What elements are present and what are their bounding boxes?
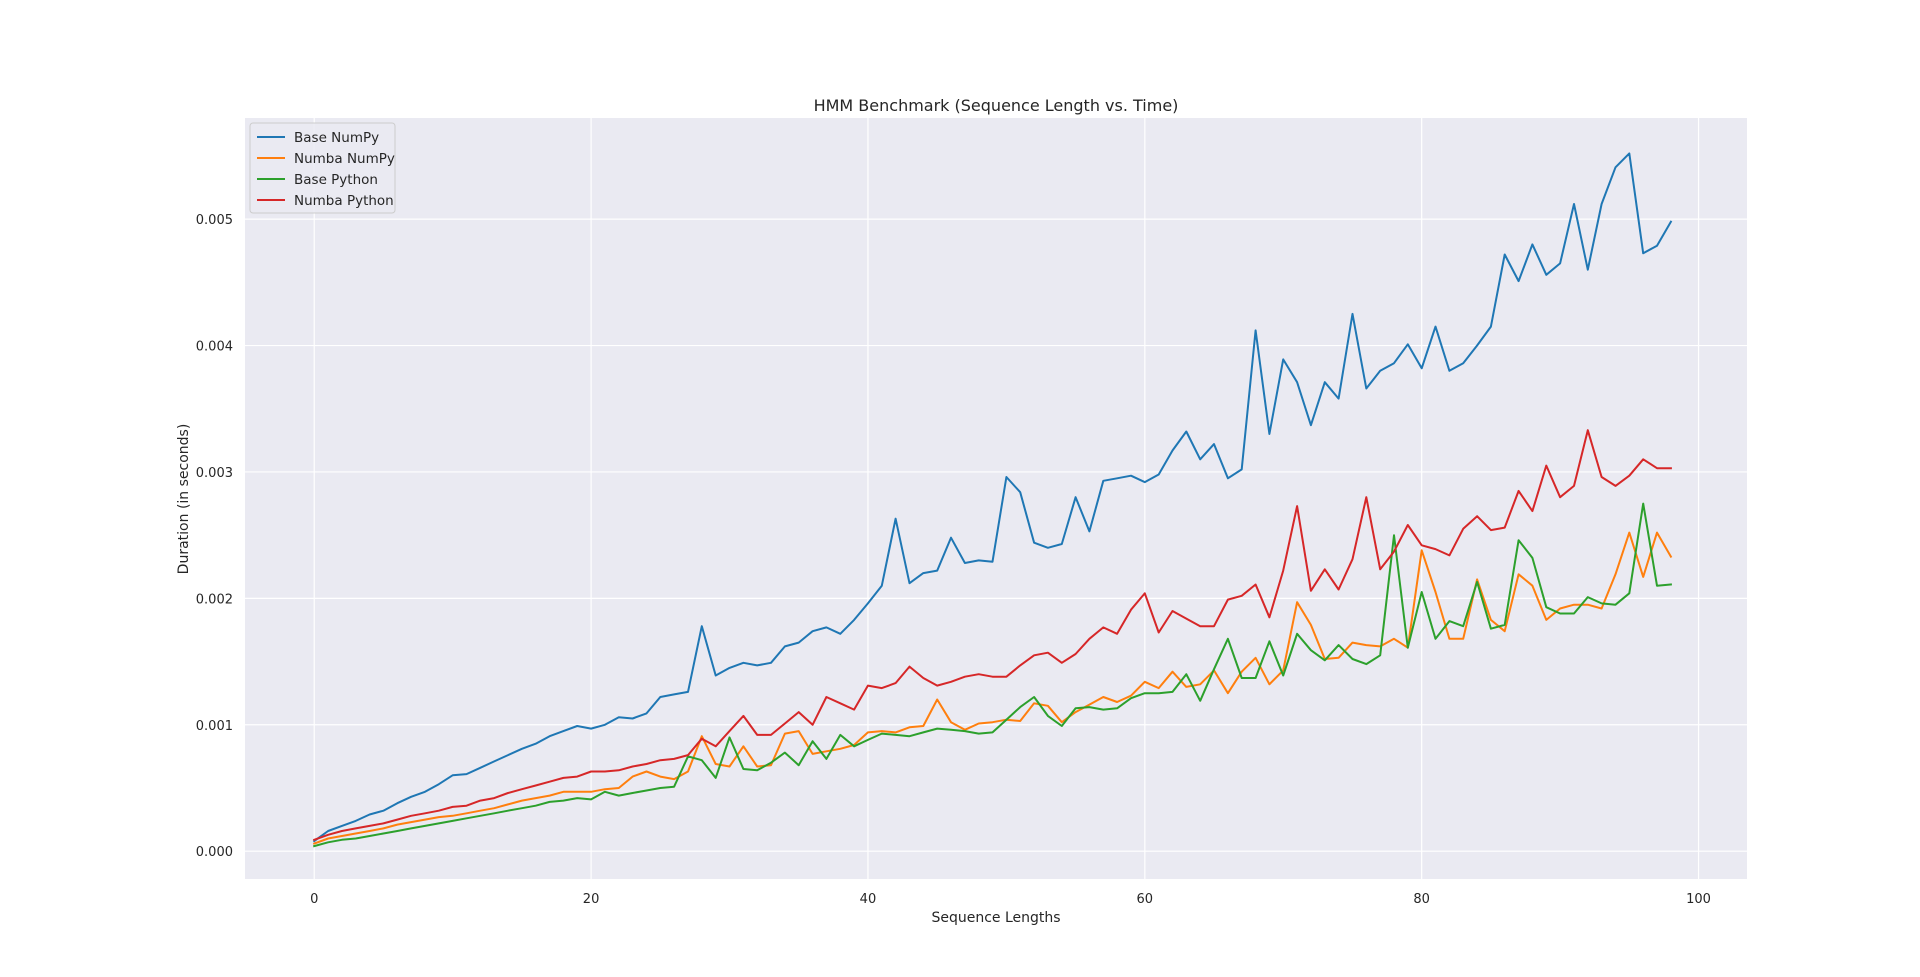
x-tick-label: 20 [583, 892, 600, 907]
x-tick-label: 100 [1686, 892, 1711, 907]
y-tick-label: 0.000 [196, 845, 233, 860]
x-axis-label: Sequence Lengths [931, 910, 1060, 926]
legend-label: Numba Python [294, 193, 394, 209]
grid [245, 118, 1747, 879]
x-tick-label: 60 [1137, 892, 1154, 907]
legend-label: Numba NumPy [294, 151, 395, 167]
x-tick-labels: 0 20 40 60 80 100 [310, 892, 1711, 907]
y-tick-label: 0.002 [196, 592, 233, 607]
x-tick-label: 0 [310, 892, 318, 907]
x-tick-label: 40 [860, 892, 877, 907]
series-line-base-numpy [312, 152, 1673, 843]
chart-title: HMM Benchmark (Sequence Length vs. Time) [814, 96, 1179, 115]
series-line-numba-python [312, 429, 1672, 842]
legend-box [249, 122, 396, 214]
series-lines [312, 152, 1673, 848]
series-line-base-python [312, 502, 1672, 848]
x-tick-label: 80 [1413, 892, 1430, 907]
plot-background [245, 118, 1747, 879]
legend: Base NumPy Numba NumPy Base Python Numba Py… [249, 122, 396, 214]
y-tick-label: 0.003 [196, 466, 233, 481]
y-axis-label: Duration (in seconds) [176, 424, 192, 575]
y-tick-label: 0.001 [196, 719, 233, 734]
y-tick-labels: 0.000 0.001 0.002 0.003 0.004 0.005 [196, 213, 233, 860]
legend-label: Base NumPy [294, 130, 379, 146]
legend-label: Base Python [294, 172, 378, 188]
y-tick-label: 0.005 [196, 213, 233, 228]
y-tick-label: 0.004 [196, 340, 233, 355]
series-line-numba-numpy [312, 531, 1673, 845]
